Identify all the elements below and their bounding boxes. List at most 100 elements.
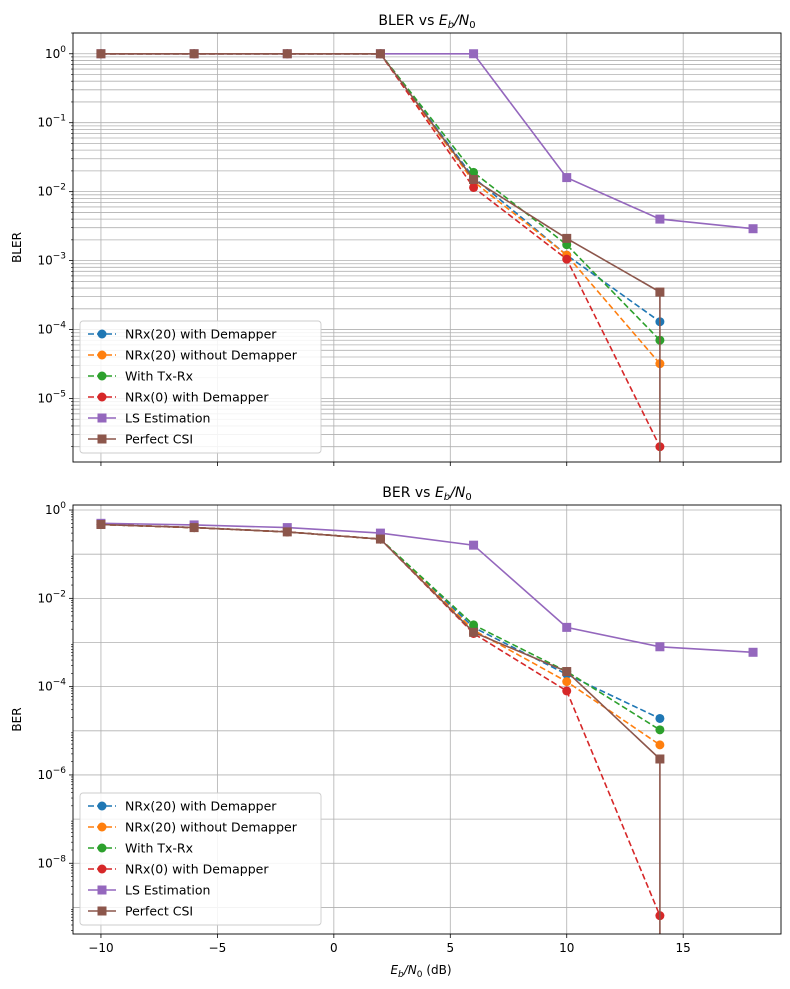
y-tick-label: 10−4 — [37, 321, 66, 337]
legend-marker — [97, 822, 107, 832]
data-point — [562, 667, 572, 677]
data-point — [562, 173, 572, 183]
y-tick-label: 10−2 — [37, 589, 66, 605]
legend-label: NRx(0) with Demapper — [125, 862, 269, 877]
data-point — [469, 627, 479, 637]
data-point — [655, 740, 665, 750]
legend-label: Perfect CSI — [125, 904, 193, 919]
x-axis-label: Eb/N0 (dB) — [390, 963, 451, 980]
y-tick-exponent: −4 — [53, 678, 67, 688]
y-tick-base: 10 — [37, 254, 52, 268]
series-line-6 — [100, 523, 661, 934]
legend-label: With Tx-Rx — [125, 841, 193, 856]
x-tick-label: 0 — [330, 941, 338, 955]
legend-marker — [97, 329, 107, 339]
y-tick-base: 10 — [37, 856, 52, 870]
series-line-5 — [100, 522, 754, 654]
y-tick-label: 10−2 — [37, 183, 66, 199]
data-point — [562, 254, 572, 264]
y-tick-exponent: 0 — [60, 501, 66, 511]
series-line-6 — [100, 52, 661, 462]
data-point — [469, 175, 479, 185]
y-tick-base: 10 — [37, 591, 52, 605]
y-tick-base: 10 — [45, 503, 60, 517]
legend-marker — [97, 885, 107, 895]
data-point — [469, 620, 479, 630]
data-point — [469, 167, 479, 177]
data-point — [469, 182, 479, 192]
title-math-sub: b — [448, 20, 454, 31]
y-tick-exponent: −3 — [53, 252, 66, 262]
y-tick-exponent: −6 — [53, 766, 67, 776]
legend-marker — [97, 843, 107, 853]
data-point — [96, 49, 106, 59]
y-tick-exponent: −2 — [53, 589, 66, 599]
title-math-sub: b — [444, 492, 450, 503]
y-tick-label: 100 — [45, 501, 66, 517]
data-point — [655, 725, 665, 735]
y-tick-exponent: −4 — [53, 321, 67, 331]
y-tick-base: 10 — [37, 116, 52, 130]
data-point — [562, 677, 572, 687]
data-point — [655, 214, 665, 224]
legend-label: NRx(20) without Demapper — [125, 348, 298, 363]
y-tick-label: 10−5 — [37, 390, 66, 406]
plot-frame — [72, 32, 782, 463]
xlabel-text: (dB) — [423, 963, 452, 977]
y-tick-base: 10 — [37, 768, 52, 782]
data-point — [562, 233, 572, 243]
data-point — [562, 622, 572, 632]
y-tick-base: 10 — [45, 47, 60, 61]
series-group — [96, 49, 758, 462]
legend-marker — [97, 434, 107, 444]
legend-label: Perfect CSI — [125, 432, 193, 447]
data-point — [469, 49, 479, 59]
legend: NRx(20) with Demapper NRx(20) without Dem… — [79, 792, 322, 926]
x-tick-label: −10 — [88, 941, 113, 955]
y-tick-exponent: 0 — [60, 45, 66, 55]
y-tick-exponent: −8 — [53, 854, 67, 864]
y-tick-label: 10−6 — [37, 766, 66, 782]
plot-frame — [72, 504, 782, 935]
data-point — [375, 528, 385, 538]
legend-label: NRx(20) with Demapper — [125, 799, 277, 814]
data-point — [282, 527, 292, 537]
legend-label: NRx(20) without Demapper — [125, 820, 298, 835]
x-tick-label: −5 — [209, 941, 227, 955]
title-text: BER vs — [382, 485, 435, 501]
y-tick-label: 10−3 — [37, 252, 66, 268]
title-math-sub: 0 — [469, 20, 475, 31]
legend-box — [79, 320, 322, 454]
data-point — [655, 754, 665, 764]
data-point — [282, 49, 292, 59]
series-line-1 — [100, 523, 661, 720]
legend-label: LS Estimation — [125, 411, 210, 426]
legend-label: LS Estimation — [125, 883, 210, 898]
legend-marker — [97, 906, 107, 916]
legend-label: NRx(20) with Demapper — [125, 327, 277, 342]
legend: NRx(20) with Demapper NRx(20) without Dem… — [79, 320, 322, 454]
xlabel-math-sub: 0 — [417, 970, 423, 980]
xlabel-math: E — [390, 963, 398, 977]
legend-marker — [97, 371, 107, 381]
data-point — [189, 523, 199, 533]
y-tick-label: 10−8 — [37, 854, 66, 870]
y-tick-label: 100 — [45, 45, 66, 61]
series-line-2 — [100, 52, 661, 365]
title-math: E — [439, 13, 448, 29]
legend-marker — [97, 392, 107, 402]
legend-marker — [97, 801, 107, 811]
title-math: /N — [448, 485, 466, 501]
data-point — [655, 642, 665, 652]
title-math-sub: 0 — [465, 492, 471, 503]
xlabel-math-sub: b — [398, 970, 404, 980]
y-tick-base: 10 — [37, 185, 52, 199]
data-point — [655, 287, 665, 297]
data-point — [748, 224, 758, 234]
data-point — [189, 49, 199, 59]
title-text: BLER vs — [378, 13, 438, 29]
data-point — [96, 520, 106, 530]
xlabel-math: /N — [403, 963, 417, 977]
